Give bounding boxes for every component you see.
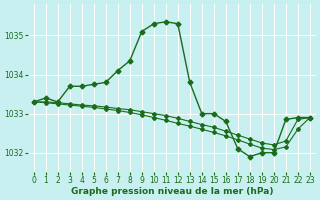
X-axis label: Graphe pression niveau de la mer (hPa): Graphe pression niveau de la mer (hPa) [70,187,273,196]
